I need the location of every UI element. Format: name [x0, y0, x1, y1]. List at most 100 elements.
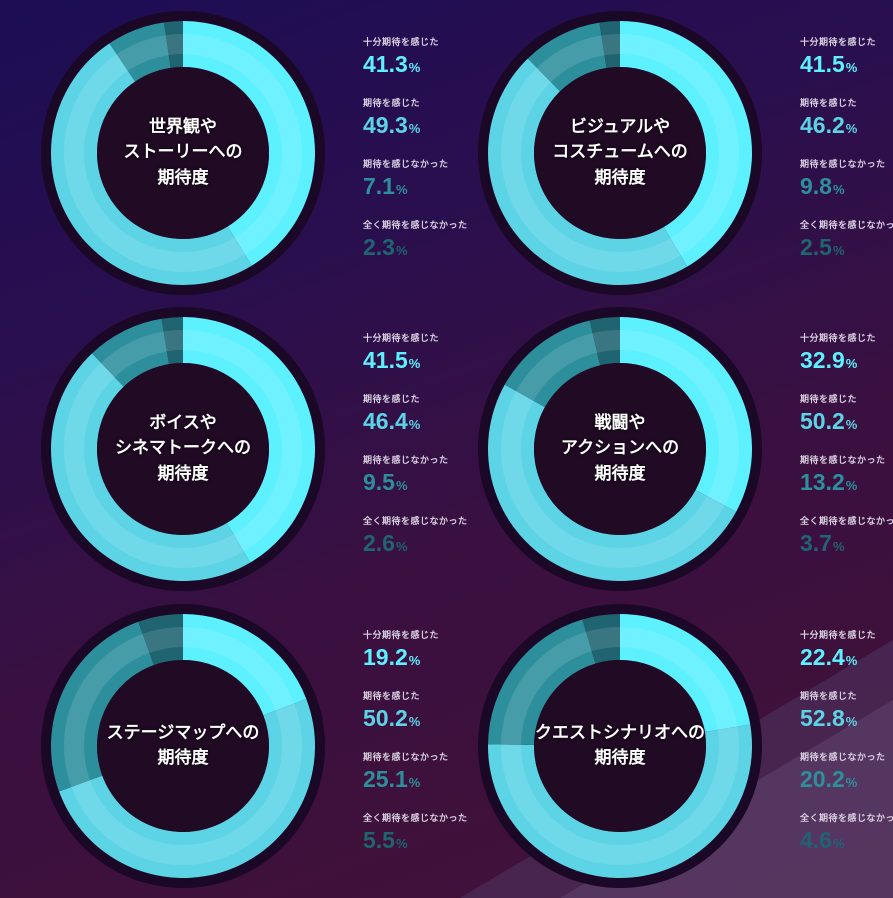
- percent-sign: %: [845, 121, 858, 136]
- segment-very-expected: [620, 317, 752, 512]
- percent-sign: %: [408, 417, 421, 432]
- donut-inner-band: [64, 627, 302, 865]
- donut-chart: [478, 11, 762, 295]
- chart-panel-battle-action: 戦闘や アクションへの 期待度 十分期待を感じた 32.9% 期待を感じた 50.2%…: [470, 299, 893, 591]
- segment-not-at-all: [589, 317, 620, 366]
- chart-legend: 十分期待を感じた 19.2% 期待を感じた 50.2% 期待を感じなかった 25.1% 全く…: [363, 628, 483, 872]
- donut-center: [97, 660, 269, 832]
- donut-chart: [41, 307, 325, 591]
- legend-label: 全く期待を感じなかった: [800, 814, 893, 824]
- chart-title: ビジュアルや コスチュームへの 期待度: [552, 116, 688, 188]
- legend-very-expected: 十分期待を感じた 32.9%: [800, 331, 893, 392]
- data-label-value: 25.1: [363, 766, 408, 792]
- legend-label: 十分期待を感じた: [800, 631, 877, 641]
- data-label: 52.8%: [800, 705, 893, 732]
- chart-panel-voice-cinematalk: ボイスや シネマトークへの 期待度 十分期待を感じた 41.5% 期待を感じた 46.…: [33, 299, 467, 591]
- chart-legend: 十分期待を感じた 32.9% 期待を感じた 50.2% 期待を感じなかった 13.2% 全く…: [800, 331, 893, 575]
- legend-label: 十分期待を感じた: [800, 38, 877, 48]
- donut-chart: [478, 604, 762, 888]
- legend-not-at-all: 全く期待を感じなかった 2.6%: [363, 514, 483, 575]
- segment-expected: [59, 698, 316, 879]
- legend-label: 十分期待を感じた: [363, 38, 440, 48]
- legend-label: 十分期待を感じた: [363, 631, 440, 641]
- data-label: 22.4%: [800, 644, 893, 671]
- data-label: 32.9%: [800, 347, 893, 374]
- percent-sign: %: [408, 775, 421, 790]
- segment-expected: [488, 384, 737, 581]
- segment-not-expected: [488, 619, 596, 745]
- data-label-value: 52.8: [800, 705, 845, 731]
- data-label-value: 46.4: [363, 408, 408, 434]
- data-label: 3.7%: [800, 530, 893, 557]
- legend-label: 全く期待を感じなかった: [363, 814, 468, 824]
- percent-sign: %: [845, 417, 858, 432]
- chart-legend: 十分期待を感じた 41.5% 期待を感じた 46.2% 期待を感じなかった 9.8% 全く期…: [800, 35, 893, 279]
- chart-legend: 十分期待を感じた 41.3% 期待を感じた 49.3% 期待を感じなかった 7.1% 全く期…: [363, 35, 483, 279]
- chart-title: クエストシナリオへの 期待度: [535, 722, 705, 769]
- segment-not-at-all: [138, 614, 183, 666]
- data-label: 2.3%: [363, 234, 483, 261]
- data-label-value: 9.8: [800, 173, 832, 199]
- donut-chart: [41, 604, 325, 888]
- data-label: 2.6%: [363, 530, 483, 557]
- legend-expected: 期待を感じた 52.8%: [800, 689, 893, 750]
- chart-title: 戦闘や アクションへの 期待度: [560, 412, 680, 484]
- percent-sign: %: [408, 653, 421, 668]
- donut-inner-band: [64, 330, 302, 568]
- donut-center: [534, 363, 706, 535]
- data-label: 20.2%: [800, 766, 893, 793]
- legend-not-expected: 期待を感じなかった 25.1%: [363, 750, 483, 811]
- data-label: 19.2%: [363, 644, 483, 671]
- data-label-value: 2.5: [800, 234, 832, 260]
- data-label-value: 41.5: [800, 51, 845, 77]
- data-label: 4.6%: [800, 827, 893, 854]
- percent-sign: %: [832, 243, 845, 258]
- data-label-value: 3.7: [800, 530, 832, 556]
- percent-sign: %: [845, 60, 858, 75]
- legend-label: 期待を感じた: [800, 99, 858, 109]
- donut-center: [534, 67, 706, 239]
- legend-label: 期待を感じた: [363, 99, 421, 109]
- segment-very-expected: [620, 614, 751, 733]
- percent-sign: %: [408, 121, 421, 136]
- legend-not-expected: 期待を感じなかった 9.8%: [800, 157, 893, 218]
- chart-legend: 十分期待を感じた 22.4% 期待を感じた 52.8% 期待を感じなかった 20.2% 全く…: [800, 628, 893, 872]
- segment-expected: [50, 43, 252, 286]
- legend-label: 全く期待を感じなかった: [363, 517, 468, 527]
- segment-not-expected: [51, 621, 154, 792]
- legend-very-expected: 十分期待を感じた 41.5%: [800, 35, 893, 96]
- segment-very-expected: [183, 21, 316, 266]
- chart-title: 世界観や ストーリーへの 期待度: [123, 116, 243, 188]
- legend-very-expected: 十分期待を感じた 41.5%: [363, 331, 483, 392]
- percent-sign: %: [845, 356, 858, 371]
- legend-label: 全く期待を感じなかった: [800, 517, 893, 527]
- data-label-value: 9.5: [363, 469, 395, 495]
- chart-panel-quest-scenario: クエストシナリオへの 期待度 十分期待を感じた 22.4% 期待を感じた 52.8% 期…: [470, 596, 893, 888]
- data-label: 46.2%: [800, 112, 893, 139]
- chart-panel-visual-costume: ビジュアルや コスチュームへの 期待度 十分期待を感じた 41.5% 期待を感じた 4…: [470, 3, 893, 295]
- donut-inner-band: [64, 34, 302, 272]
- donut-chart: [41, 11, 325, 295]
- data-label-value: 19.2: [363, 644, 408, 670]
- legend-label: 全く期待を感じなかった: [363, 221, 468, 231]
- percent-sign: %: [395, 182, 408, 197]
- data-label-value: 2.6: [363, 530, 395, 556]
- legend-not-at-all: 全く期待を感じなかった 3.7%: [800, 514, 893, 575]
- legend-label: 全く期待を感じなかった: [800, 221, 893, 231]
- segment-very-expected: [183, 614, 307, 716]
- data-label: 49.3%: [363, 112, 483, 139]
- data-label-value: 22.4: [800, 644, 845, 670]
- data-label-value: 20.2: [800, 766, 845, 792]
- percent-sign: %: [845, 478, 858, 493]
- percent-sign: %: [845, 714, 858, 729]
- legend-expected: 期待を感じた 50.2%: [363, 689, 483, 750]
- segment-not-at-all: [582, 614, 620, 664]
- data-label-value: 7.1: [363, 173, 395, 199]
- data-label: 5.5%: [363, 827, 483, 854]
- segment-not-expected: [527, 22, 607, 92]
- legend-not-at-all: 全く期待を感じなかった 2.3%: [363, 218, 483, 279]
- percent-sign: %: [395, 243, 408, 258]
- percent-sign: %: [845, 775, 858, 790]
- legend-expected: 期待を感じた 46.2%: [800, 96, 893, 157]
- legend-very-expected: 十分期待を感じた 19.2%: [363, 628, 483, 689]
